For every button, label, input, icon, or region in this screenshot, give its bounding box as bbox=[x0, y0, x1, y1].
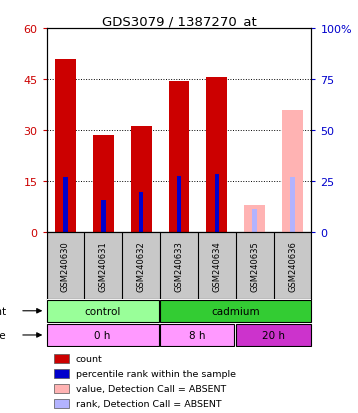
Text: time: time bbox=[0, 330, 7, 340]
Bar bbox=[47, 324, 159, 346]
Bar bbox=[207, 78, 227, 232]
Text: agent: agent bbox=[0, 306, 7, 316]
Bar bbox=[169, 81, 189, 232]
Text: GSM240631: GSM240631 bbox=[99, 240, 108, 291]
Bar bbox=[214, 174, 219, 232]
Text: 20 h: 20 h bbox=[262, 330, 285, 340]
Bar bbox=[236, 324, 311, 346]
Text: GSM240632: GSM240632 bbox=[137, 240, 146, 291]
Text: 0 h: 0 h bbox=[94, 330, 111, 340]
Bar bbox=[54, 354, 69, 363]
Bar bbox=[63, 177, 68, 232]
Bar bbox=[160, 324, 234, 346]
Bar bbox=[55, 59, 76, 232]
Bar bbox=[101, 201, 106, 232]
Text: percentile rank within the sample: percentile rank within the sample bbox=[76, 369, 236, 378]
Bar bbox=[244, 205, 265, 232]
Text: GSM240630: GSM240630 bbox=[61, 240, 70, 291]
Text: GSM240635: GSM240635 bbox=[250, 240, 259, 291]
Text: GSM240634: GSM240634 bbox=[212, 240, 221, 291]
Text: GSM240633: GSM240633 bbox=[174, 240, 184, 291]
Bar bbox=[131, 127, 151, 232]
Text: control: control bbox=[84, 306, 121, 316]
Text: value, Detection Call = ABSENT: value, Detection Call = ABSENT bbox=[76, 384, 226, 393]
Text: cadmium: cadmium bbox=[212, 306, 260, 316]
Bar bbox=[54, 384, 69, 393]
Bar bbox=[160, 300, 311, 322]
Bar bbox=[282, 110, 303, 232]
Bar bbox=[252, 210, 257, 232]
Bar bbox=[139, 192, 144, 232]
Text: 8 h: 8 h bbox=[189, 330, 205, 340]
Bar bbox=[54, 369, 69, 378]
Text: rank, Detection Call = ABSENT: rank, Detection Call = ABSENT bbox=[76, 399, 221, 408]
Bar bbox=[54, 399, 69, 408]
Bar bbox=[177, 176, 181, 232]
Bar bbox=[47, 300, 159, 322]
Bar bbox=[93, 135, 114, 232]
Title: GDS3079 / 1387270_at: GDS3079 / 1387270_at bbox=[102, 15, 256, 28]
Text: count: count bbox=[76, 354, 102, 363]
Text: GSM240636: GSM240636 bbox=[288, 240, 297, 291]
Bar bbox=[290, 177, 295, 232]
